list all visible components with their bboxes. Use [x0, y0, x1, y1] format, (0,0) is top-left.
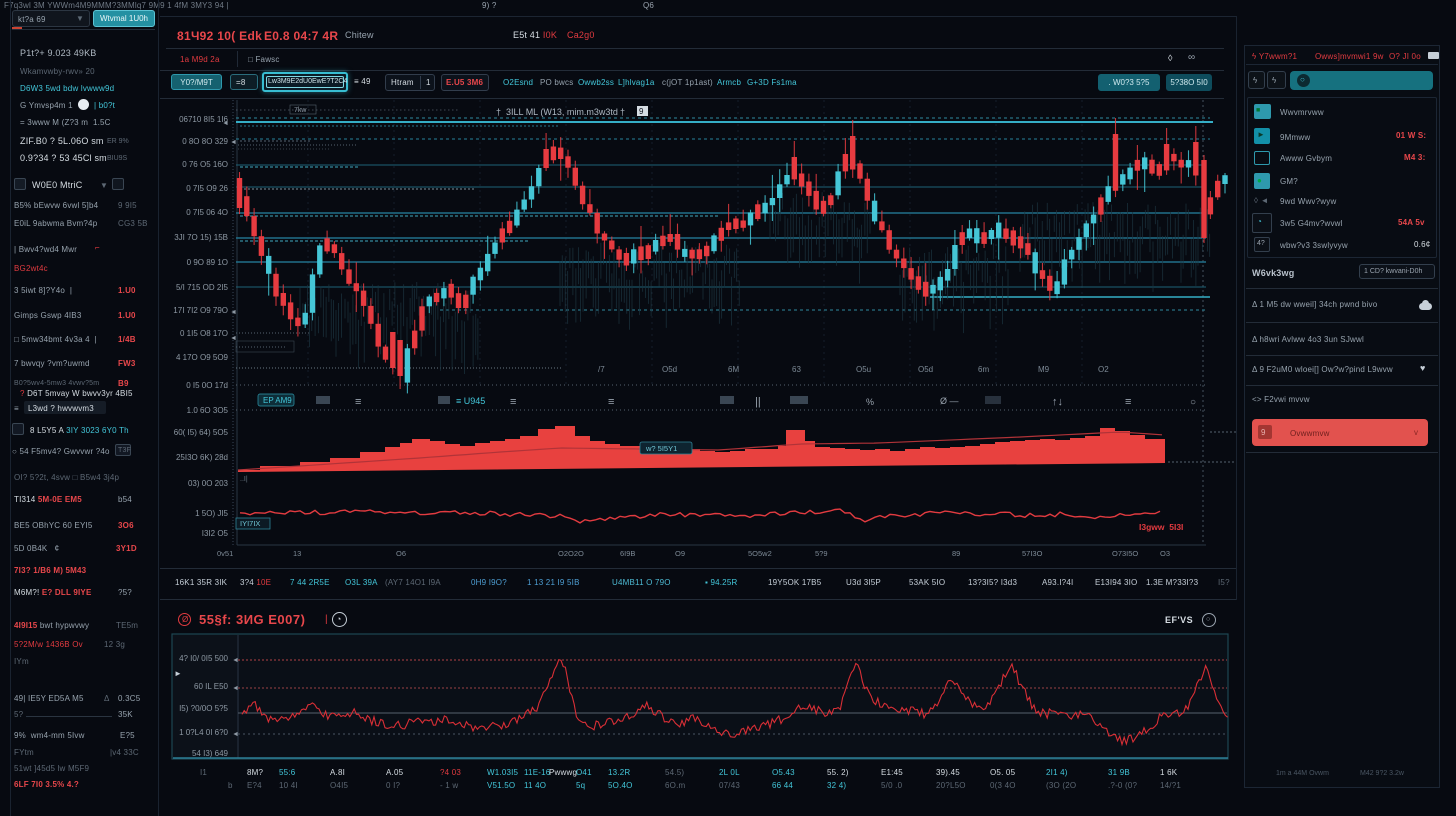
svg-text:4? I0/ 0I5 500: 4? I0/ 0I5 500 [179, 654, 228, 663]
svg-text:O5d: O5d [918, 365, 933, 374]
svg-text:◄: ◄ [230, 335, 237, 342]
svg-text:/7: /7 [598, 365, 605, 374]
svg-text:0 7I5 06 4O: 0 7I5 06 4O [186, 208, 228, 217]
svg-text:4 17O O9 5O9: 4 17O O9 5O9 [176, 353, 229, 362]
svg-text:O5u: O5u [856, 365, 871, 374]
svg-text:I3I2 O5: I3I2 O5 [202, 529, 229, 538]
svg-text:03) 0O 203: 03) 0O 203 [188, 479, 229, 488]
svg-text:↑↓: ↑↓ [1052, 396, 1063, 408]
svg-text:I3gww 5I3I: I3gww 5I3I [1139, 522, 1183, 532]
svg-text:≡: ≡ [608, 396, 614, 408]
svg-text:57I3O: 57I3O [1022, 549, 1043, 558]
svg-text:0 76 O5 16O: 0 76 O5 16O [182, 160, 228, 169]
svg-text:◄: ◄ [222, 120, 229, 127]
svg-text:O2: O2 [1098, 365, 1109, 374]
svg-text:7kw: 7kw [294, 107, 307, 114]
svg-text:60 IL E50: 60 IL E50 [194, 682, 229, 691]
svg-text:1.0 6O 3O5: 1.0 6O 3O5 [187, 406, 229, 415]
svg-text:1 0?L4 0I 6?0: 1 0?L4 0I 6?0 [179, 728, 228, 737]
svg-text:60( I5) 64) 5O5: 60( I5) 64) 5O5 [174, 428, 229, 437]
svg-text:◄: ◄ [230, 139, 237, 146]
svg-text:≡ U945: ≡ U945 [456, 396, 485, 406]
svg-text:54 I3) 649: 54 I3) 649 [192, 749, 229, 758]
svg-text:◄: ◄ [230, 309, 237, 316]
svg-text:◄: ◄ [232, 657, 239, 664]
svg-text:06710 8I5 1I6: 06710 8I5 1I6 [179, 115, 228, 124]
svg-text:%: % [866, 397, 874, 407]
svg-text:1 5O) JI5: 1 5O) JI5 [195, 509, 228, 518]
svg-text:..I|: ..I| [240, 476, 248, 483]
svg-text:0 7I5 O9 26: 0 7I5 O9 26 [186, 184, 228, 193]
svg-text:† 3ILL ML (W13, mim.m3w3td: † 3ILL ML (W13, mim.m3w3td [496, 107, 618, 117]
svg-text:O2O2O: O2O2O [558, 549, 584, 558]
svg-text:M9: M9 [1038, 365, 1050, 374]
svg-text:5?9: 5?9 [815, 549, 828, 558]
svg-text:0 8O 8O 329: 0 8O 8O 329 [182, 137, 228, 146]
svg-text:O3: O3 [1160, 549, 1170, 558]
svg-text:EP AM9: EP AM9 [263, 396, 292, 405]
svg-text:O5d: O5d [662, 365, 677, 374]
svg-text:►: ► [174, 669, 182, 678]
svg-text:6I9B: 6I9B [620, 549, 635, 558]
svg-text:25I3O 6K) 28d: 25I3O 6K) 28d [176, 453, 228, 462]
svg-text:◄: ◄ [232, 685, 239, 692]
svg-text:63: 63 [792, 365, 801, 374]
svg-text:○: ○ [1190, 397, 1196, 408]
svg-text:6M: 6M [728, 365, 739, 374]
svg-text:IYI7IX: IYI7IX [240, 519, 260, 528]
svg-text:Ø —: Ø — [940, 396, 959, 406]
svg-text:13: 13 [293, 549, 301, 558]
svg-text:89: 89 [952, 549, 960, 558]
svg-text:O6: O6 [396, 549, 406, 558]
svg-text:O9: O9 [675, 549, 685, 558]
svg-text:3JI 7O 15) 15B: 3JI 7O 15) 15B [174, 233, 228, 242]
svg-text:≡: ≡ [510, 396, 516, 408]
svg-text:0v51: 0v51 [217, 549, 233, 558]
svg-text:17I 7I2 O9 79O: 17I 7I2 O9 79O [173, 306, 228, 315]
svg-text:◄: ◄ [232, 731, 239, 738]
svg-text:0 1I5 O8 17O: 0 1I5 O8 17O [180, 329, 228, 338]
svg-text:0 9O 89 1O: 0 9O 89 1O [187, 258, 228, 267]
svg-text:||: || [755, 396, 761, 408]
svg-text:5/I 715 OD 2I5: 5/I 715 OD 2I5 [176, 283, 229, 292]
svg-text:I5) ?0/0O 5?5: I5) ?0/0O 5?5 [179, 704, 228, 713]
svg-text:9: 9 [639, 107, 644, 116]
svg-text:≡: ≡ [1125, 396, 1131, 408]
svg-text:w? 5I5Y1: w? 5I5Y1 [645, 444, 677, 453]
svg-text:≡: ≡ [355, 396, 361, 408]
svg-text:†: † [620, 107, 625, 117]
svg-text:5O5w2: 5O5w2 [748, 549, 772, 558]
svg-text:6m: 6m [978, 365, 989, 374]
svg-text:O73I5O: O73I5O [1112, 549, 1138, 558]
svg-text:0 I5 0O 17d: 0 I5 0O 17d [186, 381, 228, 390]
